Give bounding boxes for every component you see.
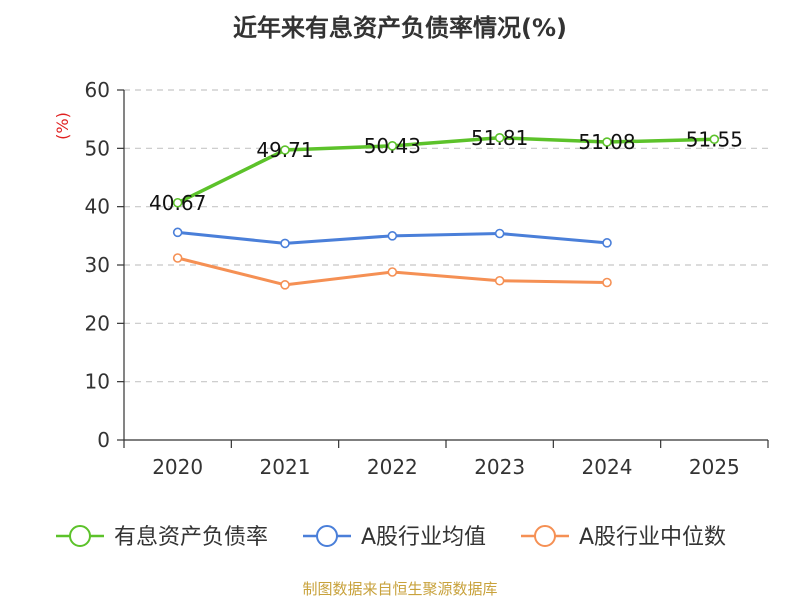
- legend-label: 有息资产负债率: [114, 525, 268, 550]
- x-tick-label: 2022: [367, 455, 418, 479]
- data-label: 51.55: [686, 127, 743, 151]
- data-point: [387, 141, 398, 151]
- series-line: [176, 136, 715, 205]
- data-label: 51.08: [578, 130, 635, 154]
- data-point: [387, 231, 398, 241]
- y-tick-label: 10: [85, 370, 110, 394]
- data-label: 51.81: [471, 126, 528, 150]
- data-point: [494, 228, 505, 239]
- y-axis-unit: (%): [53, 112, 72, 140]
- data-point: [280, 145, 290, 155]
- legend-marker: [69, 525, 91, 547]
- data-label: 49.71: [256, 138, 313, 162]
- data-labels: 40.67 49.71 50.43 51.81 51.08 51.55: [149, 126, 743, 215]
- data-point: [494, 132, 505, 143]
- y-tick-label: 30: [85, 253, 110, 277]
- data-point: [494, 275, 505, 286]
- source-note: 制图数据来自恒生聚源数据库: [302, 580, 497, 598]
- data-point: [602, 238, 612, 248]
- data-point: [602, 137, 612, 147]
- data-label: 40.67: [149, 191, 206, 215]
- data-point: [280, 238, 290, 249]
- grid: [124, 89, 768, 383]
- y-tick-label: 50: [85, 136, 110, 160]
- x-tick-label: 2021: [260, 455, 311, 479]
- y-tick-label: 20: [85, 311, 110, 335]
- legend-label: A股行业均值: [361, 525, 486, 550]
- y-tick-label: 0: [97, 428, 110, 452]
- legend-marker: [316, 525, 338, 547]
- legend-item[interactable]: A股行业均值: [303, 525, 486, 550]
- legend-item[interactable]: A股行业中位数: [521, 525, 726, 550]
- legend[interactable]: 有息资产负债率 A股行业均值 A股行业中位数: [56, 525, 726, 550]
- series: [172, 132, 720, 290]
- chart-title: 近年来有息资产负债率情况(%): [233, 14, 567, 42]
- data-point: [602, 277, 612, 288]
- y-tick-label: 40: [85, 195, 110, 219]
- data-point: [280, 280, 290, 290]
- legend-label: A股行业中位数: [579, 525, 726, 550]
- y-tick-label: 60: [85, 78, 110, 102]
- data-point: [172, 253, 183, 263]
- data-point: [709, 134, 720, 145]
- data-label: 50.43: [364, 134, 421, 158]
- legend-marker: [534, 525, 556, 547]
- x-tick-label: 2025: [689, 455, 740, 479]
- data-point: [172, 227, 183, 238]
- data-point: [387, 267, 398, 277]
- axes: 0 10 20 30 40 50 60 2020 2021 2022 2023 2024 2025: [85, 78, 769, 479]
- x-tick-label: 2023: [474, 455, 525, 479]
- legend-item[interactable]: 有息资产负债率: [56, 525, 268, 550]
- x-tick-label: 2020: [152, 455, 203, 479]
- x-tick-label: 2024: [582, 455, 633, 479]
- data-point: [172, 197, 183, 208]
